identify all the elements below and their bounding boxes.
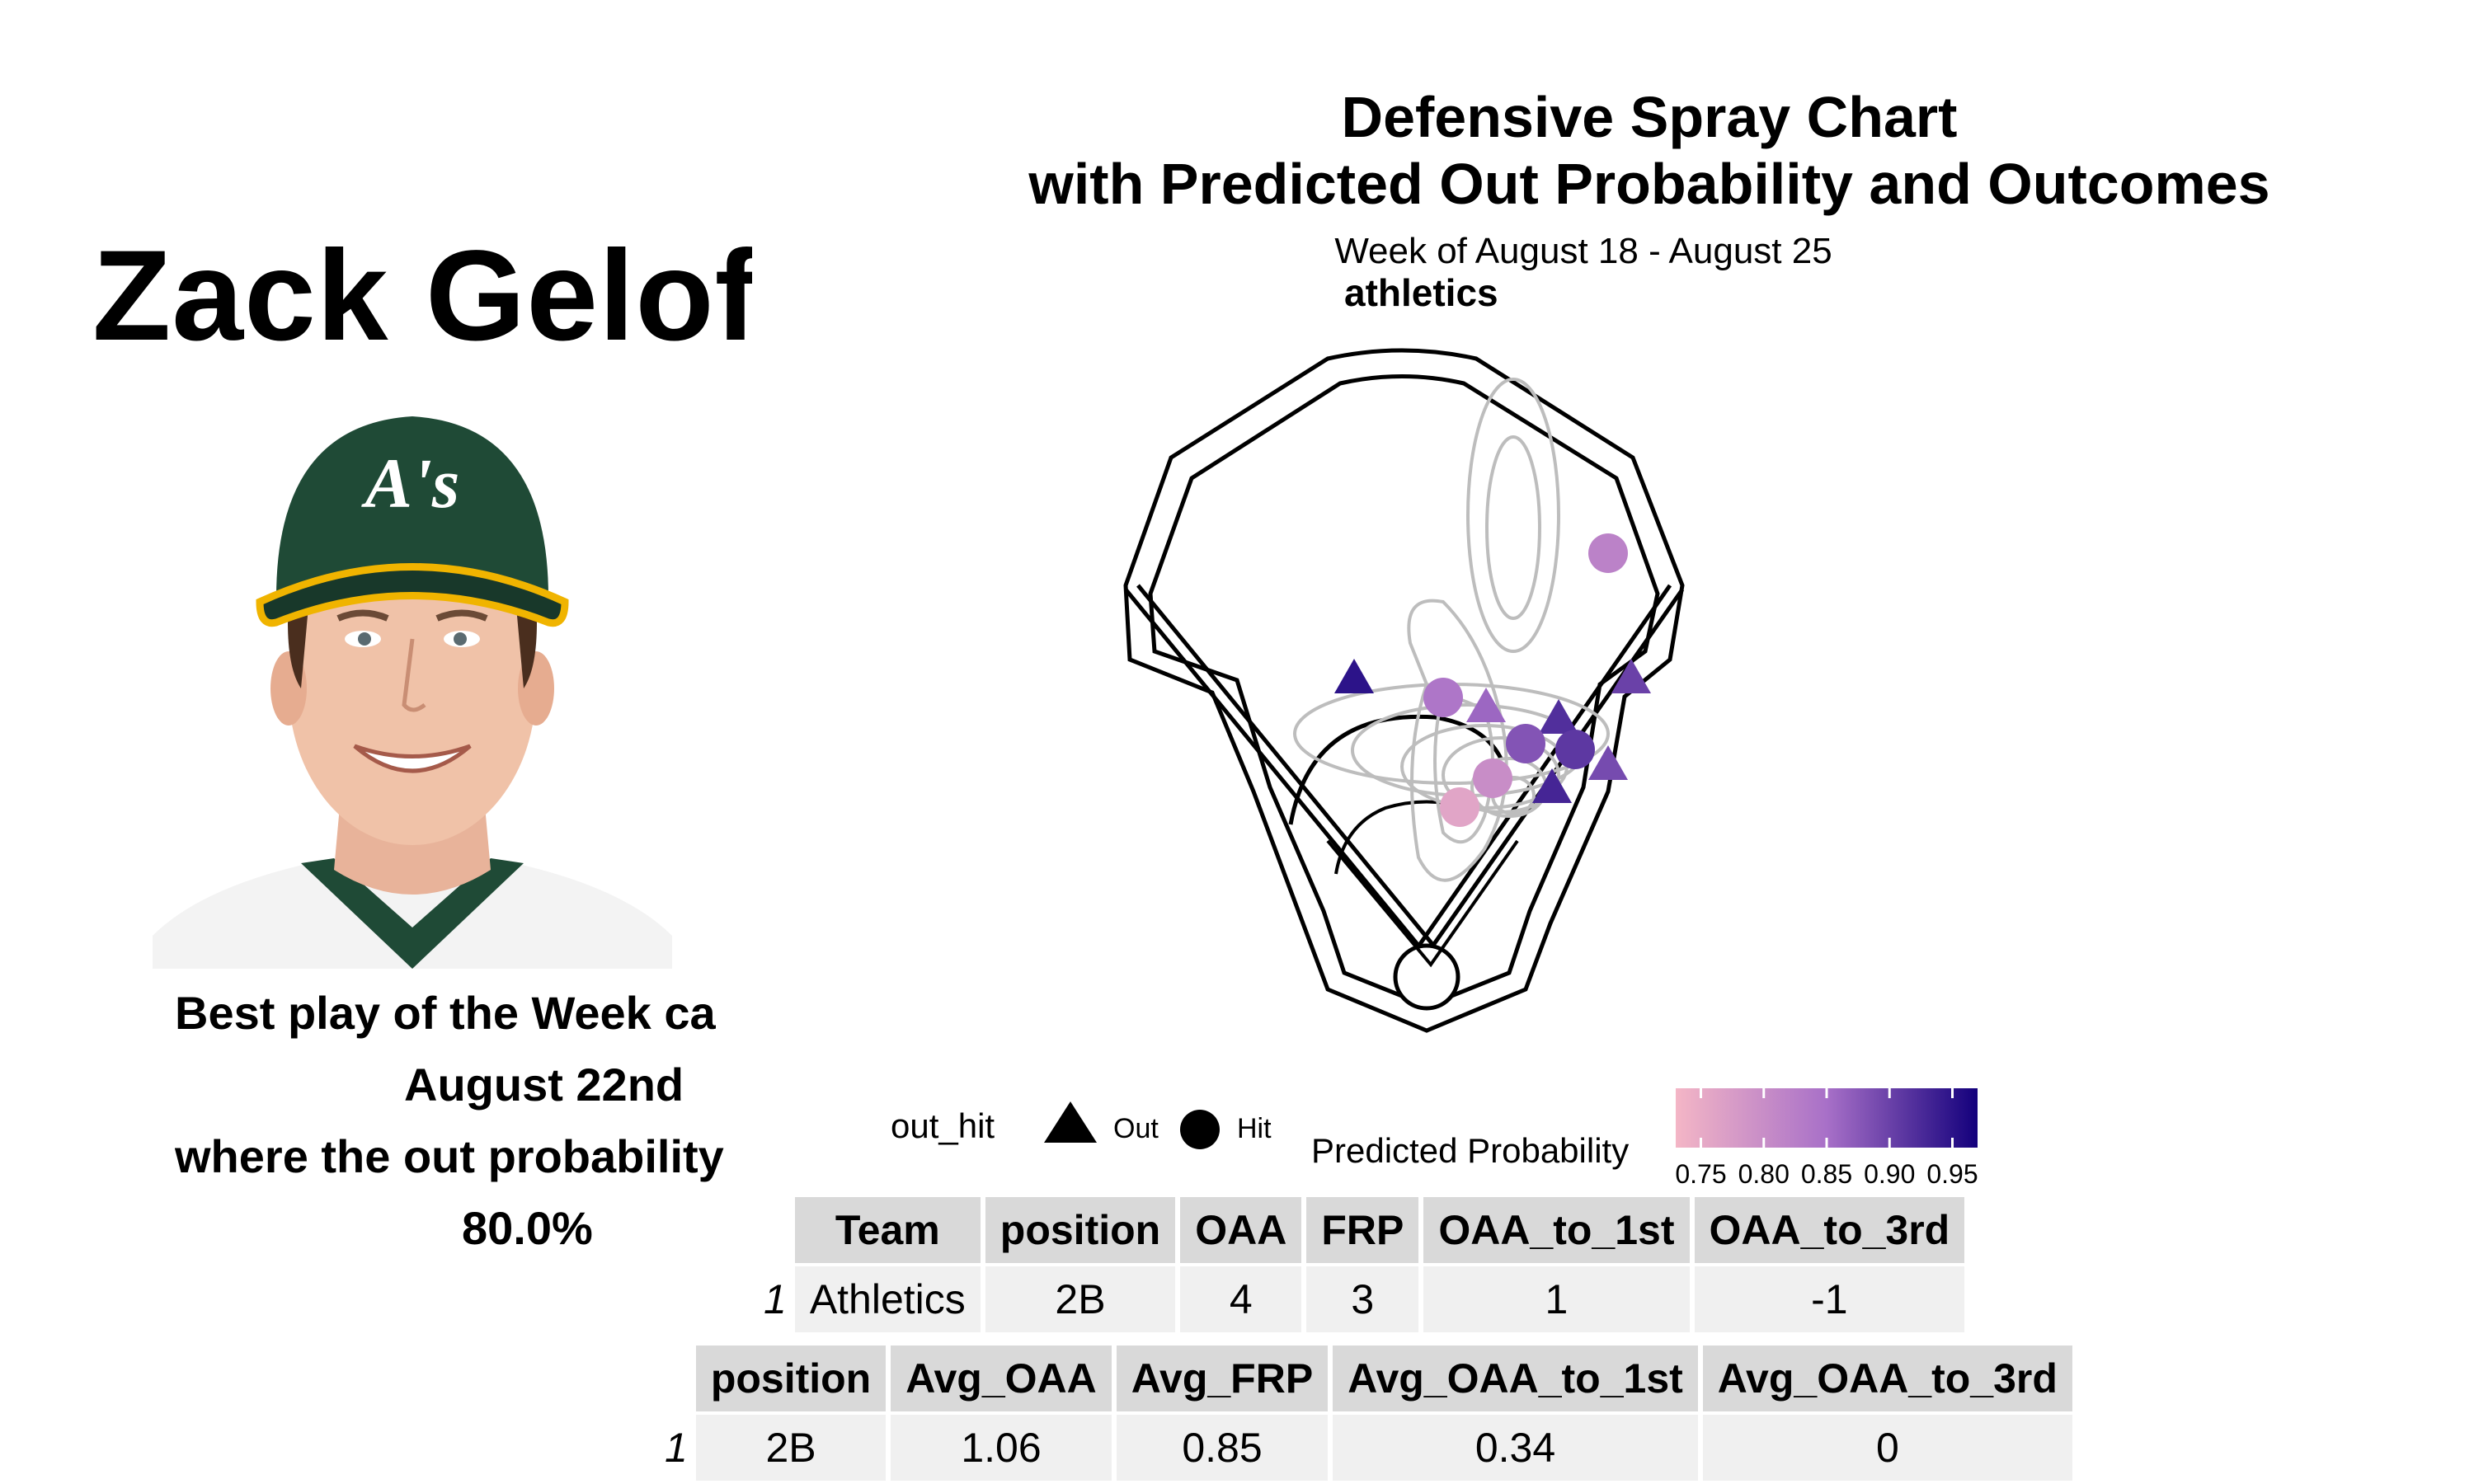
point-out-2 [1611, 659, 1651, 693]
player-name: Zack Gelof [92, 224, 752, 368]
point-hit-7 [1555, 730, 1595, 769]
team-oaa-table: Team position OAA FRP OAA_to_1st OAA_to_3rd 1… [742, 1194, 1969, 1336]
chart-title-line2: with Predicted Out Probability and Outco… [1028, 152, 2270, 216]
table-cell: 2B [695, 1415, 887, 1481]
point-hit-0 [1588, 533, 1628, 573]
avg-table-header: Avg_OAA_to_1st [1333, 1345, 1698, 1411]
chart-title: Defensive Spray Chart [1341, 85, 1958, 149]
avg-table-header: Avg_OAA_to_3rd [1702, 1345, 2072, 1411]
outfield-wall-inner [1148, 374, 1660, 1008]
table-row: 1 Athletics 2B 4 3 1 -1 [747, 1266, 1965, 1332]
player-photo: A's [153, 416, 672, 969]
shape-legend-title: out_hit [891, 1106, 995, 1145]
point-hit-10 [1440, 787, 1479, 827]
caption-line-2: August 22nd [404, 1059, 684, 1111]
legend-out-label: Out [1113, 1113, 1159, 1144]
table-cell: Athletics [794, 1266, 981, 1332]
table-cell: 2B [985, 1266, 1176, 1332]
chart-subtitle: Week of August 18 - August 25 [1334, 231, 1832, 271]
table-row: 1 2B 1.06 0.85 0.34 0 [648, 1415, 2072, 1481]
table-cell: -1 [1694, 1266, 1965, 1332]
table-cell: 0.34 [1333, 1415, 1698, 1481]
table-cell: 0.85 [1116, 1415, 1329, 1481]
color-tick-label: 0.85 [1801, 1159, 1852, 1189]
spray-chart [1123, 348, 1685, 1033]
svg-text:A's: A's [361, 444, 460, 523]
caption-line-1: Best play of the Week ca [175, 987, 716, 1039]
shape-legend: out_hit Out Hit [891, 1101, 1272, 1149]
density-contours [1293, 378, 1610, 882]
row-index: 1 [665, 1425, 688, 1471]
point-out-5 [1539, 699, 1578, 734]
point-out-8 [1588, 745, 1628, 780]
color-tick-label: 0.80 [1738, 1159, 1790, 1189]
color-legend-title: Predicted Probability [1311, 1131, 1629, 1170]
point-out-1 [1334, 659, 1374, 693]
color-tick-label: 0.75 [1675, 1159, 1726, 1189]
avg-table-header: Avg_FRP [1116, 1345, 1329, 1411]
hit-circle-icon [1180, 1110, 1220, 1149]
caption-line-4: 80.0% [462, 1202, 593, 1254]
legend-hit-label: Hit [1237, 1113, 1272, 1144]
row-index: 1 [764, 1276, 787, 1322]
point-out-4 [1466, 688, 1506, 722]
data-points [1334, 533, 1651, 827]
point-out-11 [1532, 768, 1572, 803]
table-cell: 4 [1180, 1266, 1302, 1332]
team-table-header: OAA [1180, 1197, 1302, 1263]
table-cell: 3 [1306, 1266, 1419, 1332]
team-table-header: OAA_to_1st [1423, 1197, 1690, 1263]
color-tick-label: 0.90 [1864, 1159, 1915, 1189]
avg-table-header: position [695, 1345, 887, 1411]
team-table-header: FRP [1306, 1197, 1419, 1263]
team-table-header: position [985, 1197, 1176, 1263]
table-cell: 1 [1423, 1266, 1690, 1332]
team-table-header: OAA_to_3rd [1694, 1197, 1965, 1263]
table-cell: 1.06 [891, 1415, 1112, 1481]
team-label: athletics [1344, 271, 1498, 314]
point-hit-9 [1473, 758, 1512, 798]
outfield-wall-outer [1123, 348, 1685, 1033]
color-legend: Predicted Probability 0.75 0.80 0.85 0.90 0.… [1311, 1088, 1978, 1189]
point-hit-3 [1423, 678, 1463, 717]
caption-line-3: where the out probability [175, 1130, 724, 1182]
position-avg-table: position Avg_OAA Avg_FRP Avg_OAA_to_1st Avg_… [643, 1342, 2077, 1484]
team-table-header: Team [794, 1197, 981, 1263]
avg-table-header: Avg_OAA [891, 1345, 1112, 1411]
out-triangle-icon [1044, 1101, 1097, 1143]
infield-arc [1288, 714, 1503, 825]
point-hit-6 [1506, 724, 1545, 763]
table-cell: 0 [1702, 1415, 2072, 1481]
color-tick-label: 0.95 [1926, 1159, 1978, 1189]
home-plate-circle [1393, 943, 1460, 1011]
